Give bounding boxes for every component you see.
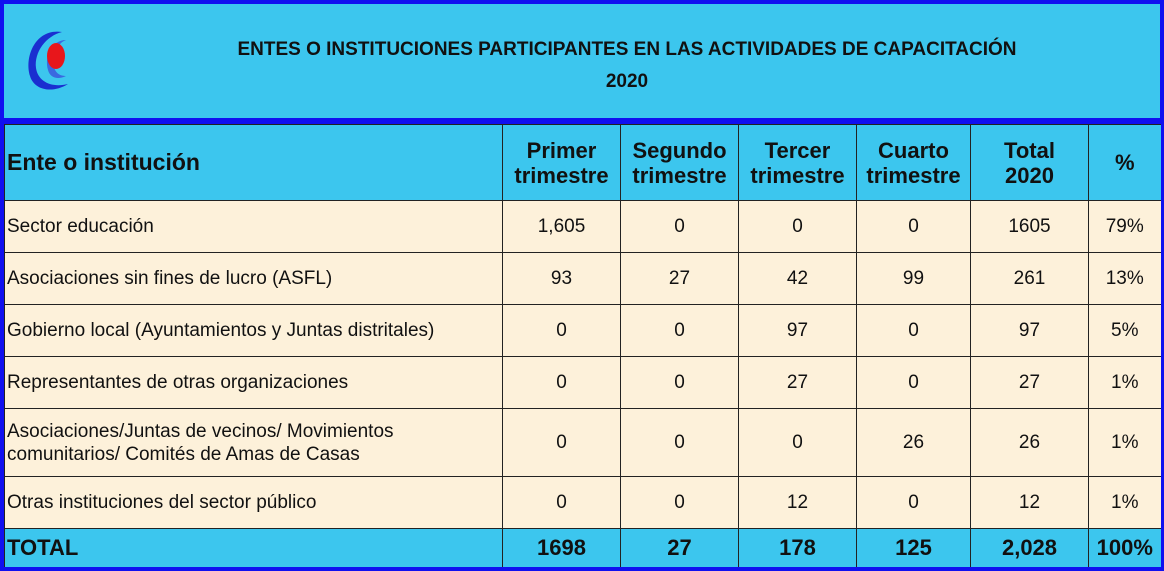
cell: 99 [856,252,971,305]
row-label: Gobierno local (Ayuntamientos y Juntas d… [4,304,503,357]
table: Ente o institución Primer trimestre Segund… [4,124,1161,567]
cell: 100% [1088,528,1161,567]
cell: 0 [620,356,739,409]
cell: Tercer trimestre [738,124,857,201]
cell: 0 [620,200,739,253]
cell: 0 [738,408,857,477]
cell: 1% [1088,476,1161,529]
cell: 2,028 [970,528,1089,567]
row-label: Sector educación [4,200,503,253]
cell: 79% [1088,200,1161,253]
data-row: Asociaciones sin fines de lucro (ASFL) 93… [4,252,1161,305]
cell: 0 [856,304,971,357]
total-row: TOTAL 1698 27 178 125 2,028 100% [4,528,1161,567]
cell: 27 [620,252,739,305]
cell: 26 [856,408,971,477]
cell: 12 [970,476,1089,529]
cell: 1605 [970,200,1089,253]
cell: 0 [620,304,739,357]
cell: 0 [620,408,739,477]
data-row: Representantes de otras organizaciones 0 0… [4,356,1161,409]
cell: 0 [738,200,857,253]
row-label: Asociaciones sin fines de lucro (ASFL) [4,252,503,305]
cell: 0 [856,356,971,409]
cell: 0 [856,476,971,529]
cell: 1% [1088,408,1161,477]
cell: Segundo trimestre [620,124,739,201]
row-label: Representantes de otras organizaciones [4,356,503,409]
cell: 42 [738,252,857,305]
title-block: ENTES O INSTITUCIONES PARTICIPANTES EN L… [134,34,1120,98]
cell: 1% [1088,356,1161,409]
cell: 1698 [502,528,621,567]
cell: 0 [502,476,621,529]
cell: Primer trimestre [502,124,621,201]
cell: 0 [502,356,621,409]
cell: 178 [738,528,857,567]
cell: 0 [620,476,739,529]
data-row: Asociaciones/Juntas de vecinos/ Movimien… [4,408,1161,477]
cell: 0 [502,304,621,357]
cell: 5% [1088,304,1161,357]
title-band: ENTES O INSTITUCIONES PARTICIPANTES EN L… [4,4,1160,124]
cell: 27 [970,356,1089,409]
cell: 97 [970,304,1089,357]
data-row: Sector educación 1,605 0 0 0 1605 79% [4,200,1161,253]
cell: 26 [970,408,1089,477]
row-label: Ente o institución [4,124,503,201]
header-row: Ente o institución Primer trimestre Segund… [4,124,1161,201]
row-label: Otras instituciones del sector público [4,476,503,529]
cell: 1,605 [502,200,621,253]
cell: 12 [738,476,857,529]
title: ENTES O INSTITUCIONES PARTICIPANTES EN L… [237,39,1017,60]
data-row: Gobierno local (Ayuntamientos y Juntas d… [4,304,1161,357]
logo [28,31,68,90]
cell: 93 [502,252,621,305]
row-label: TOTAL [4,528,503,567]
cell: 27 [620,528,739,567]
row-label: Asociaciones/Juntas de vecinos/ Movimien… [4,408,503,477]
cell: 97 [738,304,857,357]
cell: 125 [856,528,971,567]
cell: 27 [738,356,857,409]
cell: % [1088,124,1161,201]
cell: Total 2020 [970,124,1089,201]
cell: Cuarto trimestre [856,124,971,201]
table-body: Ente o institución Primer trimestre Segund… [4,124,1161,567]
cell: 0 [502,408,621,477]
subtitle: 2020 [605,71,649,92]
data-row: Otras instituciones del sector público 0 0… [4,476,1161,529]
cell: 13% [1088,252,1161,305]
cell: 261 [970,252,1089,305]
cell: 0 [856,200,971,253]
